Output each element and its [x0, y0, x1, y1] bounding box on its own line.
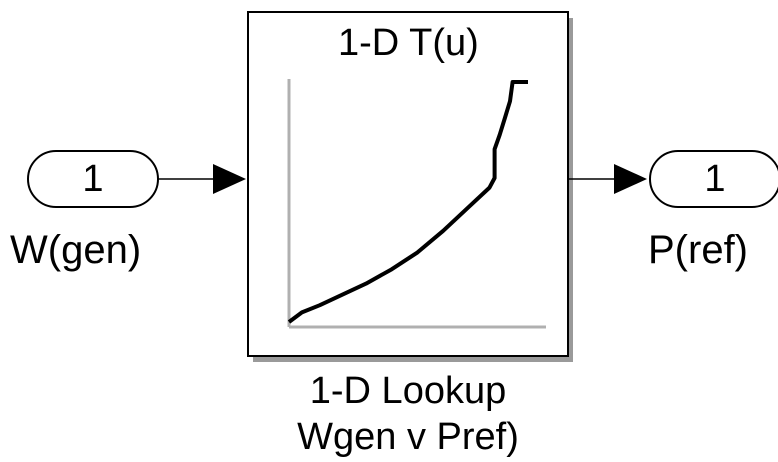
inport-number: 1 — [82, 158, 104, 200]
arrowhead-icon — [213, 164, 246, 194]
outport-block[interactable] — [649, 150, 778, 208]
arrowhead-icon — [614, 164, 647, 194]
outport-name[interactable]: P(ref) — [648, 228, 748, 272]
lookup-block[interactable] — [247, 11, 573, 362]
signal-line-output[interactable] — [568, 164, 647, 194]
lookup-icon-text: 1-D T(u) — [338, 22, 479, 64]
signal-line-input[interactable] — [158, 164, 246, 194]
inport-name[interactable]: W(gen) — [10, 228, 142, 272]
outport-number: 1 — [704, 158, 726, 200]
lookup-curve — [287, 80, 528, 324]
lookup-block-name-line1[interactable]: 1-D Lookup — [309, 370, 507, 412]
lookup-block-name-line2[interactable]: Wgen v Pref) — [297, 416, 519, 458]
